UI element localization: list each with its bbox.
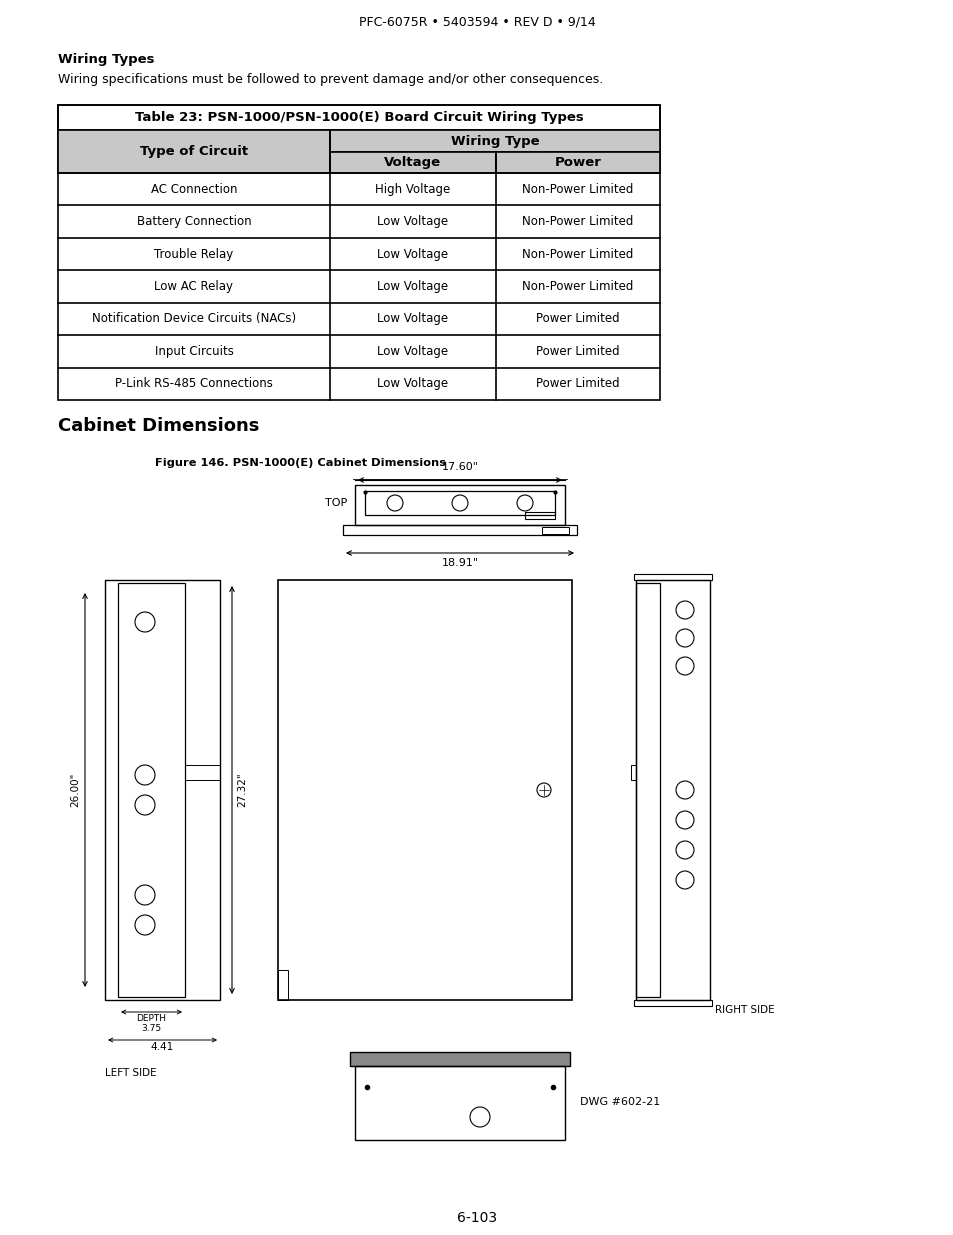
Text: PFC-6075R • 5403594 • REV D • 9/14: PFC-6075R • 5403594 • REV D • 9/14 <box>358 16 595 28</box>
Text: 6-103: 6-103 <box>456 1212 497 1225</box>
Bar <box>630 764 636 781</box>
Text: Low Voltage: Low Voltage <box>377 280 448 293</box>
Bar <box>524 513 555 519</box>
Text: 4.41: 4.41 <box>151 1042 174 1052</box>
Text: Low Voltage: Low Voltage <box>377 377 448 390</box>
Bar <box>58 105 659 400</box>
Bar <box>355 1066 564 1140</box>
Text: Non-Power Limited: Non-Power Limited <box>521 247 633 261</box>
Text: RIGHT SIDE: RIGHT SIDE <box>714 1005 774 1015</box>
Bar <box>118 583 185 997</box>
Text: Cabinet Dimensions: Cabinet Dimensions <box>58 417 259 435</box>
Text: Non-Power Limited: Non-Power Limited <box>521 183 633 195</box>
Bar <box>105 580 220 1000</box>
Text: Wiring Type: Wiring Type <box>450 135 538 147</box>
Text: Table 23: PSN-1000/PSN-1000(E) Board Circuit Wiring Types: Table 23: PSN-1000/PSN-1000(E) Board Cir… <box>134 111 583 124</box>
Text: AC Connection: AC Connection <box>151 183 237 195</box>
Text: Low Voltage: Low Voltage <box>377 345 448 358</box>
Text: Power Limited: Power Limited <box>536 377 619 390</box>
Bar <box>634 1000 711 1007</box>
Text: P-Link RS-485 Connections: P-Link RS-485 Connections <box>115 377 273 390</box>
Bar <box>277 969 288 1000</box>
Text: Power: Power <box>554 156 600 169</box>
Text: Figure 146. PSN-1000(E) Cabinet Dimensions: Figure 146. PSN-1000(E) Cabinet Dimensio… <box>154 458 446 468</box>
Bar <box>636 583 659 997</box>
Text: Low Voltage: Low Voltage <box>377 247 448 261</box>
Text: Wiring Types: Wiring Types <box>58 53 154 67</box>
Bar <box>350 1052 569 1066</box>
Bar <box>58 105 659 130</box>
Text: Type of Circuit: Type of Circuit <box>140 144 248 158</box>
Text: Non-Power Limited: Non-Power Limited <box>521 280 633 293</box>
Bar <box>330 152 496 173</box>
Bar <box>636 580 709 1000</box>
Text: Voltage: Voltage <box>384 156 441 169</box>
Text: Battery Connection: Battery Connection <box>136 215 251 228</box>
Text: Low Voltage: Low Voltage <box>377 312 448 326</box>
Bar <box>355 485 564 525</box>
Bar <box>185 764 220 781</box>
Bar <box>496 152 659 173</box>
Bar <box>541 527 568 534</box>
Text: Low AC Relay: Low AC Relay <box>154 280 233 293</box>
Text: TOP: TOP <box>324 498 347 508</box>
Text: DEPTH
3.75: DEPTH 3.75 <box>136 1014 167 1034</box>
Text: Power Limited: Power Limited <box>536 345 619 358</box>
Bar <box>277 580 572 1000</box>
Text: DWG #602-21: DWG #602-21 <box>579 1097 659 1107</box>
Bar <box>634 574 711 580</box>
Text: LEFT SIDE: LEFT SIDE <box>105 1068 156 1078</box>
Text: Power Limited: Power Limited <box>536 312 619 326</box>
Text: Non-Power Limited: Non-Power Limited <box>521 215 633 228</box>
Text: 17.60": 17.60" <box>441 462 478 472</box>
Text: Trouble Relay: Trouble Relay <box>154 247 233 261</box>
Text: 26.00": 26.00" <box>70 773 80 808</box>
Text: Low Voltage: Low Voltage <box>377 215 448 228</box>
Bar <box>58 130 330 173</box>
Text: Input Circuits: Input Circuits <box>154 345 233 358</box>
Text: Wiring specifications must be followed to prevent damage and/or other consequenc: Wiring specifications must be followed t… <box>58 74 602 86</box>
Text: 18.91": 18.91" <box>441 558 478 568</box>
Bar <box>330 130 659 152</box>
Text: High Voltage: High Voltage <box>375 183 450 195</box>
Bar <box>365 492 555 515</box>
Bar <box>343 525 577 535</box>
Text: 27.32": 27.32" <box>236 773 247 808</box>
Text: Notification Device Circuits (NACs): Notification Device Circuits (NACs) <box>91 312 295 326</box>
